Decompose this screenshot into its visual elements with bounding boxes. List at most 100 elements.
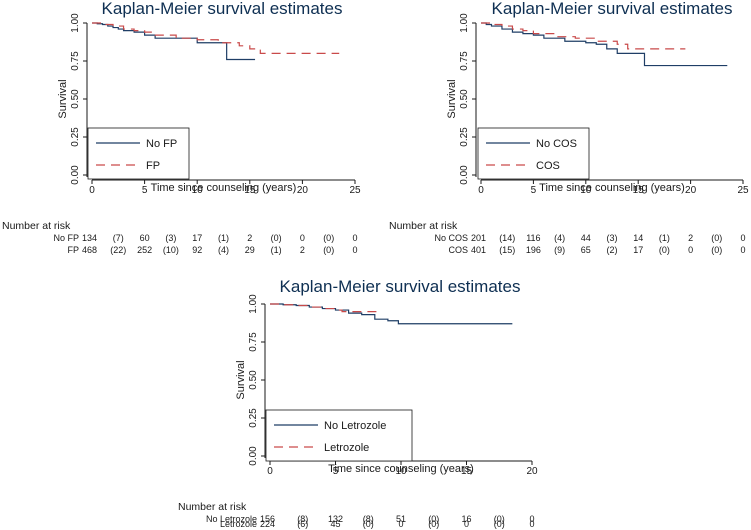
risk-value: (0) bbox=[711, 245, 722, 255]
km-chart-2: Kaplan-Meier survival estimates 0.00 0.25 0… bbox=[389, 0, 749, 255]
risk-value: 2 bbox=[300, 245, 305, 255]
x-axis-label: Time since counseling (years) bbox=[539, 182, 685, 194]
y-tick-label: 0.25 bbox=[459, 127, 470, 147]
legend-box bbox=[477, 127, 590, 180]
legend-box bbox=[265, 409, 413, 462]
risk-value: 44 bbox=[581, 233, 591, 243]
risk-value: (0) bbox=[428, 519, 439, 529]
risk-value: (0) bbox=[494, 514, 505, 524]
risk-value: (22) bbox=[110, 245, 126, 255]
chart-title: Kaplan-Meier survival estimates bbox=[102, 0, 343, 18]
legend-label: Letrozole bbox=[324, 442, 369, 454]
risk-value: (1) bbox=[271, 245, 282, 255]
y-tick-label: 1.00 bbox=[459, 13, 470, 33]
risk-value: (0) bbox=[659, 245, 670, 255]
risk-value: 0 bbox=[740, 245, 745, 255]
risk-value: 29 bbox=[245, 245, 255, 255]
risk-value: 60 bbox=[140, 233, 150, 243]
x-tick-label: 0 bbox=[267, 466, 273, 477]
risk-value: 0 bbox=[352, 233, 357, 243]
x-tick-label: 25 bbox=[349, 185, 361, 196]
x-tick-label: 5 bbox=[142, 185, 148, 196]
risk-value: (8) bbox=[363, 514, 374, 524]
x-tick-label: 5 bbox=[333, 466, 339, 477]
risk-value: 65 bbox=[581, 245, 591, 255]
x-tick-label: 10 bbox=[395, 466, 407, 477]
risk-value: 0 bbox=[529, 514, 534, 524]
risk-row-label: FP bbox=[67, 245, 79, 255]
risk-value: 401 bbox=[471, 245, 486, 255]
risk-value: (6) bbox=[297, 519, 308, 529]
risk-table-header: Number at risk bbox=[389, 220, 458, 232]
risk-value: (4) bbox=[554, 233, 565, 243]
km-chart-3: Kaplan-Meier survival estimates 0.00 0.25 0… bbox=[178, 277, 538, 529]
risk-value: 252 bbox=[137, 245, 152, 255]
y-tick-label: 0.25 bbox=[70, 127, 81, 147]
risk-value: (0) bbox=[428, 514, 439, 524]
y-tick-label: 0.50 bbox=[70, 89, 81, 109]
km-curve-cos bbox=[481, 22, 686, 50]
legend-label: No FP bbox=[146, 138, 177, 150]
risk-value: (4) bbox=[218, 245, 229, 255]
risk-value: 2 bbox=[688, 233, 693, 243]
x-tick-label: 20 bbox=[685, 185, 697, 196]
risk-value: 468 bbox=[82, 245, 97, 255]
y-tick-label: 0.25 bbox=[248, 408, 259, 428]
risk-value: 224 bbox=[260, 519, 275, 529]
km-curve-letrozole bbox=[270, 303, 382, 313]
risk-value: (15) bbox=[499, 245, 515, 255]
y-tick-label: 1.00 bbox=[248, 294, 259, 314]
x-tick-label: 25 bbox=[737, 185, 749, 196]
y-axis-label: Survival bbox=[235, 360, 247, 399]
y-tick-label: 0.00 bbox=[70, 165, 81, 185]
x-tick-label: 15 bbox=[461, 466, 473, 477]
y-tick-label: 0.75 bbox=[459, 51, 470, 71]
risk-row-label: No COS bbox=[434, 233, 468, 243]
risk-value: 116 bbox=[526, 233, 540, 243]
risk-value: 45 bbox=[330, 519, 340, 529]
risk-value: 2 bbox=[247, 233, 252, 243]
risk-row-label: No FP bbox=[53, 233, 79, 243]
x-tick-label: 0 bbox=[478, 185, 484, 196]
y-tick-label: 0.50 bbox=[248, 370, 259, 390]
risk-value: (10) bbox=[163, 245, 179, 255]
y-axis-label: Survival bbox=[446, 79, 458, 118]
risk-row-label: No Letrozole bbox=[206, 514, 257, 524]
risk-value: 0 bbox=[352, 245, 357, 255]
chart-title: Kaplan-Meier survival estimates bbox=[280, 277, 521, 296]
x-tick-label: 20 bbox=[297, 185, 309, 196]
x-axis-label: Time since counseling (years) bbox=[328, 463, 474, 475]
x-tick-label: 10 bbox=[580, 185, 592, 196]
legend-label: No COS bbox=[536, 138, 577, 150]
y-tick-label: 0.75 bbox=[248, 332, 259, 352]
risk-value: (0) bbox=[323, 233, 334, 243]
risk-value: 134 bbox=[82, 233, 97, 243]
risk-value: 196 bbox=[526, 245, 541, 255]
legend: No Letrozole Letrozole bbox=[265, 409, 413, 462]
x-tick-label: 0 bbox=[89, 185, 95, 196]
risk-value: (1) bbox=[218, 233, 229, 243]
km-curve-no-fp bbox=[92, 22, 256, 61]
x-tick-label: 5 bbox=[531, 185, 537, 196]
risk-value: 201 bbox=[471, 233, 486, 243]
y-tick-label: 0.50 bbox=[459, 89, 470, 109]
risk-value: (9) bbox=[554, 245, 565, 255]
legend-box bbox=[87, 127, 190, 180]
legend-label: COS bbox=[536, 160, 560, 172]
risk-value: (0) bbox=[323, 245, 334, 255]
risk-value: 0 bbox=[464, 519, 469, 529]
risk-value: 14 bbox=[633, 233, 643, 243]
km-curve-no-cos bbox=[481, 22, 728, 67]
risk-value: 0 bbox=[398, 519, 403, 529]
legend-label: No Letrozole bbox=[324, 420, 386, 432]
legend-label: FP bbox=[146, 160, 160, 172]
risk-value: (1) bbox=[659, 233, 670, 243]
risk-value: 0 bbox=[740, 233, 745, 243]
x-tick-label: 10 bbox=[192, 185, 204, 196]
x-tick-label: 15 bbox=[633, 185, 645, 196]
risk-value: (2) bbox=[607, 245, 618, 255]
risk-row-label: COS bbox=[448, 245, 468, 255]
